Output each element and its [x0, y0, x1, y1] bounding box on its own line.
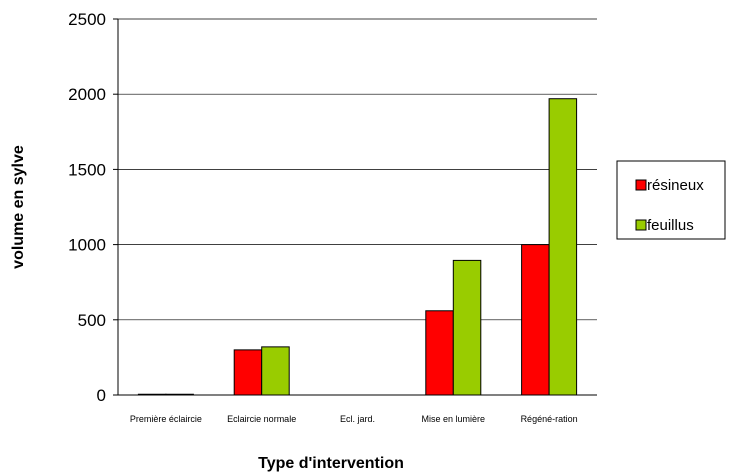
- legend-swatch-feuillus: [635, 219, 647, 231]
- legend-swatch-resineux: [635, 179, 647, 191]
- x-tick-label: Eclaircie normale: [227, 414, 296, 424]
- y-tick-label: 500: [78, 311, 106, 330]
- y-tick-labels: 0 500 1000 1500 2000 2500: [68, 10, 106, 405]
- y-tick-label: 1500: [68, 160, 106, 179]
- x-tick-labels: Première éclaircie Eclaircie normale Ecl. …: [130, 414, 578, 424]
- bar-resineux: [233, 349, 263, 396]
- legend-label-resineux: résineux: [647, 177, 704, 194]
- bar-feuillus: [452, 259, 482, 396]
- y-tick-label: 2500: [68, 10, 106, 29]
- legend-box: [616, 160, 726, 240]
- legend: résineux feuillus: [616, 160, 726, 240]
- y-tick-label: 1000: [68, 236, 106, 255]
- bars: [137, 98, 578, 396]
- y-tick-label: 2000: [68, 85, 106, 104]
- bar-resineux: [521, 244, 550, 396]
- gridlines: [113, 18, 597, 396]
- x-tick-label: Régéné-ration: [521, 414, 578, 424]
- y-axis-title: volume en sylve: [10, 145, 27, 269]
- bar-resineux: [425, 310, 454, 396]
- y-tick-label: 0: [97, 386, 106, 405]
- x-tick-label: Première éclaircie: [130, 414, 202, 424]
- bar-feuillus: [548, 98, 578, 396]
- x-axis-title: Type d'intervention: [258, 455, 404, 472]
- x-tick-label: Ecl. jard.: [340, 414, 375, 424]
- legend-label-feuillus: feuillus: [647, 217, 694, 234]
- bar-feuillus: [261, 346, 290, 396]
- x-tick-label: Mise en lumière: [422, 414, 486, 424]
